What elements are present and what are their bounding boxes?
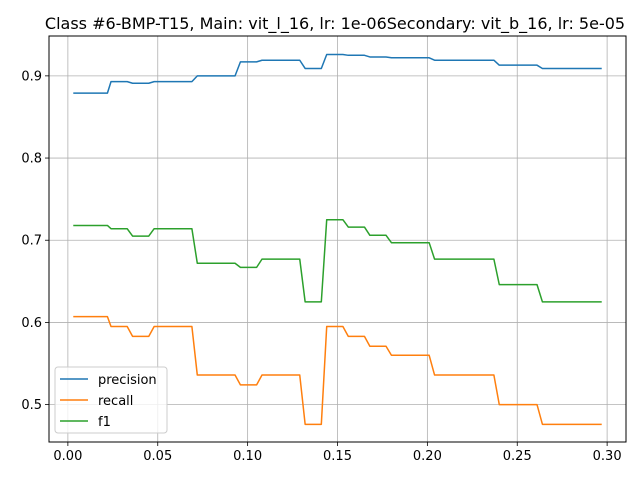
legend-label-f1: f1 [98,415,111,430]
series-line-f1 [73,218,602,303]
x-tick-label: 0.05 [143,449,172,464]
series-line-recall [73,315,602,426]
legend: precision recall f1 [54,366,168,434]
legend-label-precision: precision [98,373,157,388]
chart-title: Class #6-BMP-T15, Main: vit_l_16, lr: 1e… [45,14,625,34]
y-tick-label: 0.8 [21,152,42,167]
y-tick-label: 0.9 [21,69,42,84]
x-tick-label: 0.00 [53,449,82,464]
y-tick-label: 0.6 [21,316,42,331]
x-tick-label: 0.25 [503,449,532,464]
legend-box [54,366,168,434]
y-tick-label: 0.5 [21,398,42,413]
series-line-precision [73,53,602,94]
y-tick-label: 0.7 [21,234,42,249]
x-tick-label: 0.15 [323,449,352,464]
x-tick-label: 0.30 [593,449,622,464]
x-tick-label: 0.20 [413,449,442,464]
axis-ticks: 0.00 0.05 0.10 0.15 0.20 0.25 0.30 0.5 0.6 0.7 0.8… [21,69,621,464]
series-lines [73,53,602,426]
x-tick-label: 0.10 [233,449,262,464]
legend-label-recall: recall [98,394,133,409]
